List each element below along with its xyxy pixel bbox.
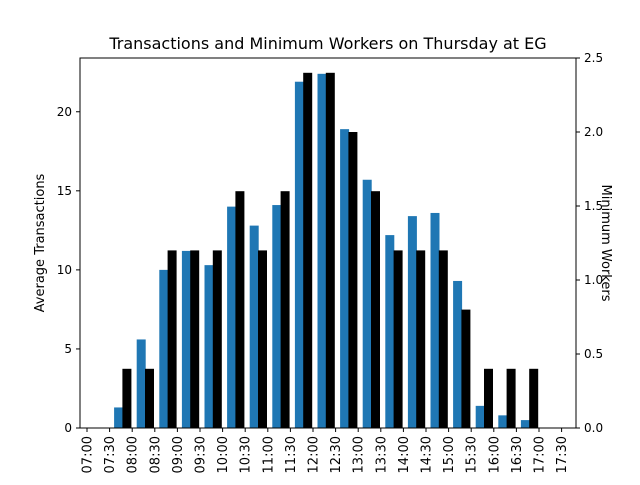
- y-axis-label-right: Minimum Workers: [598, 185, 613, 302]
- y-tick-label-left: 20: [57, 105, 72, 119]
- left-axis: 0 5 10 15 20: [57, 105, 80, 435]
- x-tick-label: 17:30: [555, 436, 570, 473]
- bar-transactions-13:00: [362, 179, 372, 428]
- plot-frame: [79, 57, 577, 429]
- bar-workers-16:00: [506, 368, 516, 428]
- x-tick-label: 15:00: [442, 436, 457, 473]
- x-tick-label: 09:00: [171, 436, 186, 473]
- bars-minimum-workers: [122, 72, 539, 429]
- bar-transactions-11:30: [294, 81, 304, 428]
- bar-workers-10:30: [258, 250, 267, 428]
- bar-transactions-10:30: [249, 225, 259, 428]
- bar-transactions-15:00: [453, 280, 463, 428]
- y-tick-label-right: 0.0: [584, 421, 603, 435]
- y-tick-label-left: 15: [57, 184, 72, 198]
- x-tick-label: 07:00: [81, 436, 96, 473]
- bars-average-transactions: [114, 73, 530, 429]
- bar-transactions-14:30: [430, 212, 440, 428]
- y-tick-label-right: 1.0: [584, 273, 603, 287]
- bar-transactions-16:00: [498, 415, 508, 428]
- x-tick-label: 16:00: [487, 436, 502, 473]
- y-tick-label-right: 2.5: [584, 51, 603, 65]
- x-tick-label: 09:30: [194, 436, 209, 473]
- y-axis-label-left: Average Transactions: [33, 173, 48, 312]
- bar-transactions-07:30: [114, 407, 124, 428]
- bar-workers-13:30: [393, 250, 403, 428]
- y-tick-label-left: 5: [64, 342, 72, 356]
- bar-workers-14:00: [416, 250, 426, 428]
- right-axis: 0.0 0.5 1.0 1.5 2.0 2.5: [576, 51, 603, 435]
- x-tick-label: 10:30: [239, 436, 254, 473]
- bar-workers-14:30: [438, 250, 448, 428]
- x-axis: 07:00 07:30 08:00 08:30 09:00 09:30 10:00 10:30…: [81, 428, 570, 473]
- y-tick-label-right: 1.5: [584, 199, 603, 213]
- y-tick-label-right: 0.5: [584, 347, 603, 361]
- bar-transactions-10:00: [227, 206, 237, 428]
- x-tick-label: 12:30: [329, 436, 344, 473]
- x-tick-label: 11:00: [261, 436, 276, 473]
- y-tick-label-left: 10: [57, 263, 72, 277]
- bar-transactions-09:00: [181, 250, 191, 428]
- bar-transactions-16:30: [520, 420, 530, 428]
- bar-workers-08:30: [167, 250, 177, 428]
- bar-workers-12:30: [348, 132, 358, 428]
- bar-transactions-11:00: [272, 205, 282, 428]
- bar-workers-15:00: [461, 309, 471, 428]
- x-tick-label: 07:30: [103, 436, 118, 473]
- x-tick-label: 13:00: [352, 436, 367, 473]
- x-tick-label: 13:30: [374, 436, 389, 473]
- x-tick-label: 15:30: [465, 436, 480, 473]
- x-tick-label: 17:00: [533, 436, 548, 473]
- bar-workers-11:00: [280, 191, 290, 428]
- bar-workers-11:30: [303, 72, 313, 429]
- y-tick-label-left: 0: [64, 421, 72, 435]
- bar-transactions-15:30: [475, 405, 485, 428]
- x-tick-label: 11:30: [284, 436, 299, 473]
- bar-transactions-12:30: [340, 129, 350, 428]
- bar-workers-12:00: [325, 72, 335, 429]
- bar-transactions-08:00: [136, 339, 146, 428]
- bar-workers-09:00: [190, 250, 200, 428]
- bar-workers-13:00: [371, 191, 380, 428]
- x-tick-label: 08:00: [126, 436, 141, 473]
- bar-workers-09:30: [212, 250, 222, 428]
- x-tick-label: 08:30: [148, 436, 163, 473]
- x-tick-label: 16:30: [510, 436, 525, 473]
- bar-workers-16:30: [529, 368, 539, 428]
- bar-workers-08:00: [145, 368, 154, 428]
- bar-transactions-13:30: [385, 235, 395, 428]
- bar-workers-10:00: [235, 191, 245, 428]
- bar-workers-15:30: [484, 368, 493, 428]
- bar-transactions-09:30: [204, 265, 214, 428]
- x-tick-label: 10:00: [216, 436, 231, 473]
- bar-transactions-14:00: [407, 216, 417, 428]
- bar-transactions-08:30: [159, 269, 169, 428]
- x-tick-label: 12:00: [307, 436, 322, 473]
- x-tick-label: 14:30: [420, 436, 435, 473]
- x-tick-label: 14:00: [397, 436, 412, 473]
- bar-workers-07:30: [122, 368, 132, 428]
- bar-transactions-12:00: [317, 73, 327, 429]
- y-tick-label-right: 2.0: [584, 125, 603, 139]
- chart-title: Transactions and Minimum Workers on Thur…: [108, 34, 546, 53]
